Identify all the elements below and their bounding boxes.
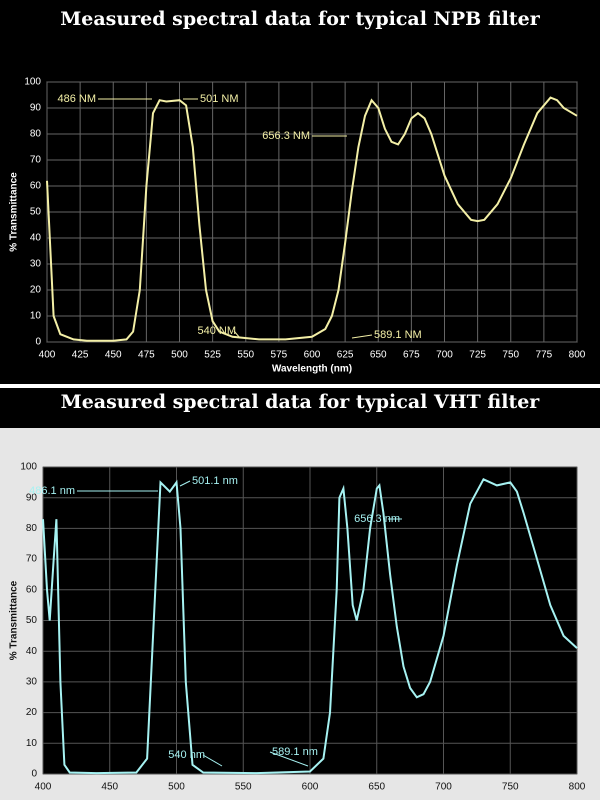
x-tick-label: 500	[171, 350, 188, 361]
y-tick-label: 70	[30, 155, 42, 166]
y-tick-label: 20	[30, 285, 42, 296]
annotation: 486.1 nm	[29, 485, 75, 497]
y-tick-label: 20	[26, 707, 38, 718]
x-tick-label: 475	[138, 350, 155, 361]
annotation-leader	[179, 480, 191, 487]
y-tick-label: 90	[30, 103, 42, 114]
annotation: 501.1 nm	[192, 475, 238, 487]
y-axis-label: % Transmittance	[9, 172, 20, 252]
x-tick-label: 650	[368, 782, 385, 793]
x-tick-label: 450	[105, 350, 122, 361]
y-tick-label: 40	[26, 646, 38, 657]
y-tick-label: 100	[20, 462, 37, 473]
annotation-leader	[233, 330, 241, 339]
y-tick-label: 10	[26, 738, 38, 749]
x-tick-label: 550	[235, 782, 252, 793]
x-axis-label: Wavelength (nm)	[272, 364, 352, 375]
annotation: 656.3 nm	[354, 513, 400, 525]
annotation: 486 NM	[57, 93, 96, 105]
x-tick-label: 600	[304, 350, 321, 361]
y-tick-label: 100	[24, 77, 41, 88]
x-tick-label: 800	[569, 350, 586, 361]
annotation: 589.1 nm	[272, 746, 318, 758]
y-tick-label: 60	[30, 181, 42, 192]
x-tick-label: 450	[101, 782, 118, 793]
annotation: 589.1 NM	[374, 329, 422, 341]
y-tick-label: 60	[26, 584, 38, 595]
y-tick-label: 80	[26, 523, 38, 534]
spectrum-line	[42, 478, 578, 775]
chart-title: Measured spectral data for typical VHT f…	[61, 391, 541, 413]
y-tick-label: 90	[26, 492, 38, 503]
x-tick-label: 675	[403, 350, 420, 361]
x-tick-label: 750	[502, 350, 519, 361]
x-tick-label: 400	[35, 782, 52, 793]
chart-title: Measured spectral data for typical NPB f…	[60, 8, 541, 30]
x-tick-label: 575	[271, 350, 288, 361]
annotation-leader	[269, 751, 309, 767]
bottom-title-band	[0, 388, 600, 428]
y-tick-label: 0	[35, 337, 41, 348]
x-tick-label: 550	[237, 350, 254, 361]
x-tick-label: 500	[168, 782, 185, 793]
y-tick-label: 50	[30, 207, 42, 218]
x-tick-label: 700	[435, 782, 452, 793]
x-tick-label: 700	[436, 350, 453, 361]
annotation: 540 NM	[197, 325, 236, 337]
x-tick-label: 625	[337, 350, 354, 361]
x-tick-label: 400	[39, 350, 56, 361]
x-tick-label: 800	[569, 782, 586, 793]
y-tick-label: 70	[26, 554, 38, 565]
y-tick-label: 0	[31, 769, 37, 780]
annotation: 501 NM	[200, 93, 239, 105]
x-tick-label: 775	[536, 350, 553, 361]
y-tick-label: 50	[26, 615, 38, 626]
x-tick-label: 650	[370, 350, 387, 361]
y-axis-label: % Transmittance	[9, 580, 20, 660]
y-tick-label: 30	[26, 677, 38, 688]
y-tick-label: 40	[30, 233, 42, 244]
y-tick-label: 10	[30, 311, 42, 322]
x-tick-label: 750	[502, 782, 519, 793]
annotation-leader	[202, 754, 223, 767]
annotation: 656.3 NM	[262, 130, 310, 142]
x-tick-label: 725	[469, 350, 486, 361]
annotation-leader	[351, 334, 373, 339]
x-tick-label: 600	[302, 782, 319, 793]
separator	[0, 384, 600, 388]
x-tick-label: 525	[204, 350, 221, 361]
x-tick-label: 425	[72, 350, 89, 361]
spectrum-line	[46, 96, 578, 342]
annotation: 540 nm	[168, 749, 205, 761]
y-tick-label: 80	[30, 129, 42, 140]
y-tick-label: 30	[30, 259, 42, 270]
